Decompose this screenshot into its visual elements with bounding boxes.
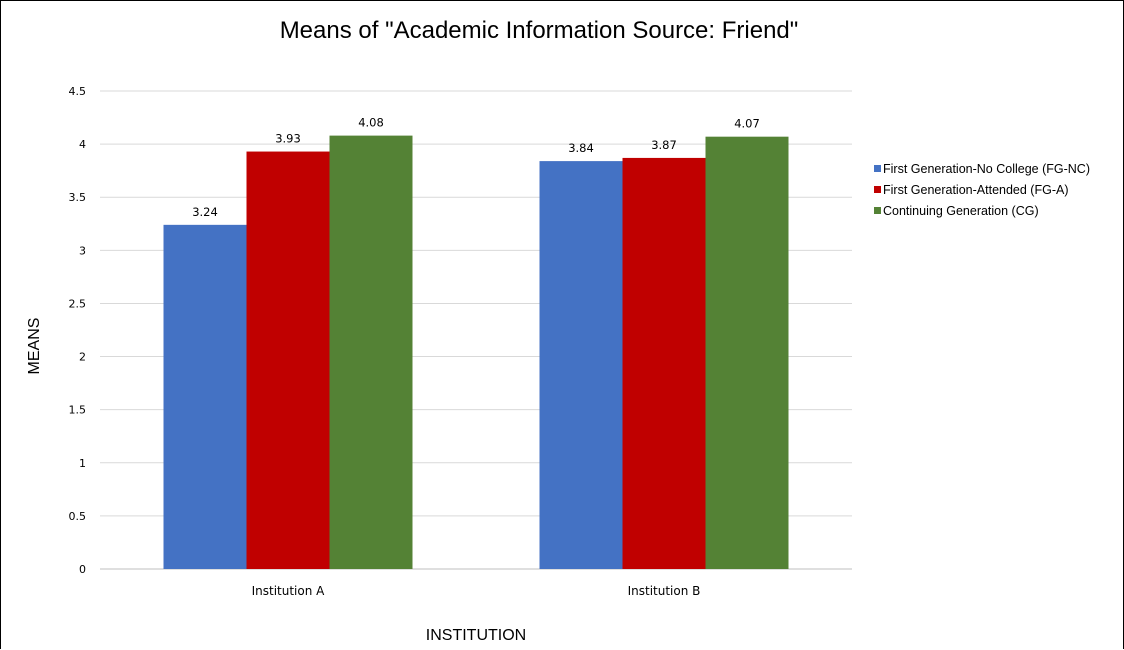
- legend-swatch: [874, 186, 881, 193]
- bar: [163, 224, 247, 569]
- legend-entry: First Generation-Attended (FG-A): [883, 183, 1068, 197]
- data-label: 4.07: [734, 117, 760, 131]
- y-tick-label: 4: [79, 138, 86, 151]
- bar: [622, 157, 706, 570]
- x-axis-title: INSTITUTION: [426, 627, 526, 644]
- y-tick-label: 1: [79, 457, 86, 470]
- data-labels: 3.24 3.93 4.08 3.84 3.87 4.07: [192, 116, 760, 219]
- y-tick-label: 2: [79, 351, 86, 364]
- legend-swatch: [874, 165, 881, 172]
- y-tick-label: 4.5: [69, 85, 87, 98]
- data-label: 3.84: [568, 141, 594, 155]
- data-label: 3.24: [192, 205, 218, 219]
- y-tick-label: 3.5: [69, 191, 87, 204]
- y-tick-label: 3: [79, 244, 86, 257]
- data-label: 3.93: [275, 132, 301, 146]
- x-category-label: Institution B: [628, 584, 701, 598]
- y-tick-label: 0: [79, 563, 86, 576]
- bar: [539, 161, 623, 569]
- bar: [705, 136, 789, 570]
- bars: [163, 135, 789, 570]
- bar: [329, 135, 413, 569]
- y-axis-ticks: 0 0.5 1 1.5 2 2.5 3 3.5 4 4.5: [69, 85, 87, 576]
- x-category-label: Institution A: [252, 584, 326, 598]
- data-label: 4.08: [358, 116, 384, 130]
- legend-entry: Continuing Generation (CG): [883, 204, 1039, 218]
- bar: [246, 151, 330, 569]
- legend: First Generation-No College (FG-NC) First…: [874, 162, 1090, 218]
- y-tick-label: 1.5: [69, 404, 87, 417]
- y-tick-label: 2.5: [69, 297, 87, 310]
- legend-entry: First Generation-No College (FG-NC): [883, 162, 1090, 176]
- chart-title: Means of "Academic Information Source: F…: [280, 17, 799, 44]
- data-label: 3.87: [651, 138, 677, 152]
- x-axis-categories: Institution A Institution B: [252, 584, 701, 598]
- legend-swatch: [874, 207, 881, 214]
- y-axis-title: MEANS: [26, 318, 43, 375]
- y-tick-label: 0.5: [69, 510, 87, 523]
